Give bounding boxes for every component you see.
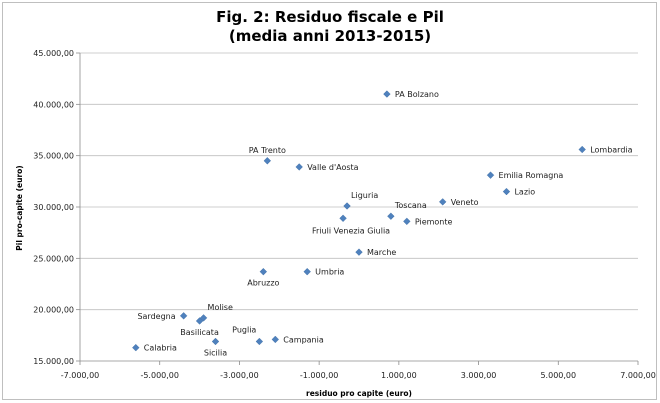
x-tick-label: 5.000,00 — [540, 371, 576, 380]
data-label: Sicilia — [204, 348, 227, 357]
data-point — [263, 157, 272, 165]
data-label: Basilicata — [180, 328, 219, 337]
gridlines — [80, 52, 638, 311]
x-tick-label: -7.000,00 — [61, 371, 100, 380]
y-tick-label: 30.000,00 — [33, 203, 74, 212]
data-label: Sardegna — [137, 312, 175, 321]
y-tick-label: 25.000,00 — [33, 254, 74, 263]
data-label: Puglia — [232, 325, 256, 334]
data-point — [339, 214, 347, 222]
data-label: Emilia Romagna — [499, 171, 564, 180]
data-point — [132, 343, 140, 352]
x-tick-label: -5.000,00 — [140, 371, 179, 380]
data-label: Veneto — [451, 198, 479, 207]
x-tick-label: -1.000,00 — [300, 371, 339, 380]
data-labels: PA Bolzano Lombardia PA Trento Valle d'Aost… — [137, 90, 632, 357]
y-tick-label: 40.000,00 — [33, 100, 74, 109]
data-point — [387, 212, 395, 220]
axes — [76, 52, 639, 365]
y-tick-labels: 15.000,00 20.000,00 25.000,00 30.000,00 35.0… — [33, 49, 74, 366]
y-tick-label: 45.000,00 — [33, 49, 74, 58]
y-tick-label: 20.000,00 — [33, 306, 74, 315]
data-label: Calabria — [144, 344, 177, 353]
y-tick-label: 15.000,00 — [33, 357, 74, 366]
chart-title-block: Fig. 2: Residuo fiscale e Pil (media ann… — [0, 8, 660, 46]
data-point — [211, 337, 220, 346]
data-label: Valle d'Aosta — [307, 163, 358, 172]
x-tick-label: 7.000,00 — [620, 371, 656, 380]
data-points — [132, 90, 586, 352]
data-point — [179, 312, 188, 320]
data-label: Piemonte — [415, 217, 453, 226]
data-label: Umbria — [315, 268, 344, 277]
data-label: Toscana — [394, 201, 427, 210]
x-tick-labels: -7.000,00 -5.000,00 -3.000,00 -1.000,00 1.00… — [61, 371, 656, 380]
data-label: Lombardia — [590, 146, 632, 155]
data-point — [383, 90, 391, 98]
data-point — [403, 217, 411, 226]
data-point — [295, 163, 303, 171]
x-tick-label: 3.000,00 — [461, 371, 497, 380]
data-label: Molise — [208, 303, 233, 312]
data-label: PA Bolzano — [395, 90, 439, 99]
x-axis-title: residuo pro capite (euro) — [306, 389, 412, 398]
data-point — [199, 314, 208, 322]
data-label: Campania — [283, 335, 324, 344]
y-axis-title: Pil pro-capite (euro) — [15, 165, 24, 250]
chart-subtitle: (media anni 2013-2015) — [228, 27, 432, 45]
data-label: Lazio — [514, 188, 535, 197]
data-point — [259, 267, 268, 276]
x-tick-label: 1.000,00 — [381, 371, 417, 380]
data-label: Liguria — [351, 191, 378, 200]
y-tick-label: 35.000,00 — [33, 152, 74, 161]
data-point — [439, 198, 447, 206]
data-point — [255, 337, 264, 346]
data-label: Abruzzo — [247, 279, 279, 288]
data-point — [486, 171, 495, 179]
data-label: PA Trento — [249, 146, 286, 155]
chart-title: Fig. 2: Residuo fiscale e Pil — [216, 8, 444, 26]
data-point — [502, 187, 511, 196]
data-label: Friuli Venezia Giulia — [312, 226, 390, 235]
data-point — [578, 145, 586, 154]
x-tick-label: -3.000,00 — [220, 371, 259, 380]
data-point — [303, 267, 311, 276]
data-label: Marche — [367, 248, 396, 257]
data-point — [271, 335, 279, 344]
data-point — [195, 317, 204, 325]
data-point — [355, 248, 363, 256]
data-point — [343, 202, 351, 210]
